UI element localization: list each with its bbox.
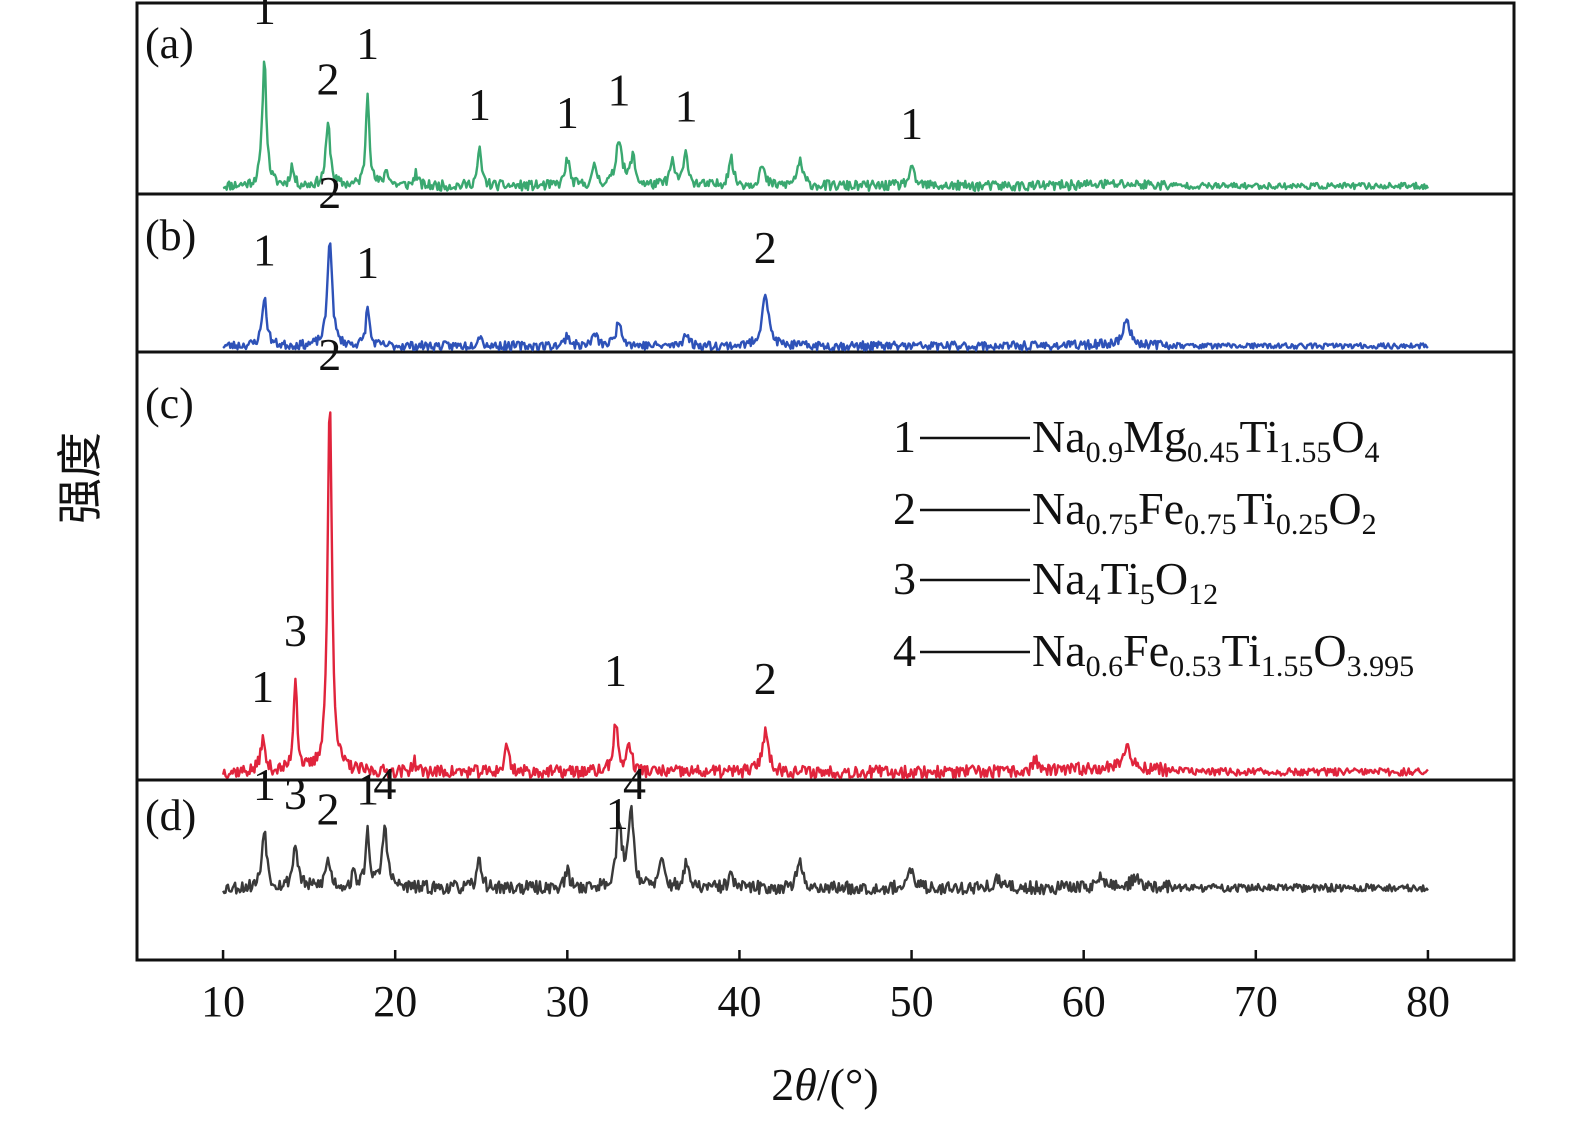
x-axis-label-theta: θ [794,1059,817,1110]
peak-label-c-4: 1 [604,645,627,696]
legend-formula-4-part-4: 0.53 [1169,650,1222,683]
x-axis-label: 2θ/(°) [771,1059,878,1110]
legend-formula-3-part-5: O [1155,553,1188,604]
legend-formula-2-part-3: Fe [1138,483,1184,534]
legend-formula-1-part-6: 1.55 [1279,436,1332,469]
legend-formula-3-part-4: 5 [1140,578,1155,611]
legend-formula-2-part-5: Ti [1237,483,1276,534]
x-tick-label-40: 40 [717,977,761,1026]
peak-label-c-3: 2 [318,329,341,380]
legend-formula-3-part-6: 12 [1188,578,1218,611]
peak-label-a-2: 2 [317,53,340,104]
plot-frame [135,1,1516,962]
legend-formula-4-part-1: Na [1032,625,1086,676]
legend-formula-4-part-5: Ti [1222,625,1261,676]
trace-b [222,242,1429,352]
trace-a [222,60,1429,192]
peak-label-a-7: 1 [675,81,698,132]
peak-label-d-7: 4 [623,758,646,809]
legend-formula-2-part-6: 0.25 [1276,508,1329,541]
trace-d [222,804,1429,896]
peak-label-d-6: 1 [606,788,629,839]
legend-formula-4-part-6: 1.55 [1261,650,1314,683]
diffraction-traces [221,60,1429,896]
legend-number-4: 4 [893,625,916,676]
legend-formula-1: Na0.9Mg0.45Ti1.55O4 [1032,411,1380,469]
x-tick-label-50: 50 [890,977,934,1026]
peak-label-b-4: 2 [754,222,777,273]
peak-label-a-8: 1 [900,98,923,149]
legend-formula-1-part-4: 0.45 [1187,436,1240,469]
peak-label-d-4: 1 [356,764,379,815]
panel-labels: (a) (b) (c) (d) [145,19,196,840]
legend-formula-4-part-7: O [1313,625,1346,676]
peak-label-c-5: 2 [754,653,777,704]
peak-label-c-2: 3 [284,605,307,656]
legend-formula-3: Na4Ti5O12 [1032,553,1218,611]
y-axis-label: 强度 [55,432,106,524]
legend-formula-4-part-8: 3.995 [1347,650,1415,683]
peak-label-b-1: 1 [253,225,276,276]
legend-formula-2-part-2: 0.75 [1086,508,1139,541]
legend-formula-1-part-1: Na [1032,411,1086,462]
legend-formula-2: Na0.75Fe0.75Ti0.25O2 [1032,483,1377,541]
legend-formula-4-part-2: 0.6 [1086,650,1124,683]
x-tick-label-60: 60 [1062,977,1106,1026]
panel-label-a: (a) [145,19,194,68]
legend-formula-1-part-5: Ti [1240,411,1279,462]
x-tick-label-70: 70 [1234,977,1278,1026]
x-axis-label-prefix: 2 [771,1059,794,1110]
trace-c [221,411,1429,780]
legend-formula-4: Na0.6Fe0.53Ti1.55O3.995 [1032,625,1414,683]
legend-formula-3-part-2: 4 [1086,578,1101,611]
peak-label-d-5: 4 [373,758,396,809]
x-tick-label-80: 80 [1406,977,1450,1026]
x-axis-label-suffix: /(°) [817,1059,879,1110]
peak-label-a-1: 1 [253,0,276,34]
x-tick-label-20: 20 [373,977,417,1026]
peak-label-b-3: 1 [356,237,379,288]
legend-formula-1-part-2: 0.9 [1086,436,1124,469]
x-tick-label-30: 30 [545,977,589,1026]
peak-label-c-1: 1 [251,661,274,712]
legend-formula-1-part-7: O [1331,411,1364,462]
peak-label-b-2: 2 [318,167,341,218]
legend-number-2: 2 [893,483,916,534]
peak-label-a-6: 1 [607,65,630,116]
legend-formula-2-part-7: O [1328,483,1361,534]
panel-label-b: (b) [145,211,196,260]
legend-formula-1-part-3: Mg [1123,411,1187,462]
peak-label-d-3: 2 [317,783,340,834]
legend-formula-2-part-1: Na [1032,483,1086,534]
legend-formula-4-part-3: Fe [1123,625,1169,676]
peak-label-a-4: 1 [468,79,491,130]
panel-label-c: (c) [145,379,194,428]
peak-label-a-5: 1 [556,87,579,138]
legend-number-3: 3 [893,553,916,604]
legend-formula-1-part-8: 4 [1365,436,1380,469]
x-tick-label-10: 10 [201,977,245,1026]
peak-label-d-2: 3 [284,768,307,819]
peak-label-d-1: 1 [253,759,276,810]
legend-formula-2-part-8: 2 [1362,508,1377,541]
legend-formula-2-part-4: 0.75 [1184,508,1237,541]
legend-formula-3-part-1: Na [1032,553,1086,604]
panel-label-d: (d) [145,791,196,840]
x-axis-ticks: 10 20 30 40 50 60 70 80 [201,950,1450,1026]
panel-dividers [137,192,1514,782]
peak-label-a-3: 1 [356,18,379,69]
legend-formula-3-part-3: Ti [1101,553,1140,604]
legend-number-1: 1 [893,411,916,462]
